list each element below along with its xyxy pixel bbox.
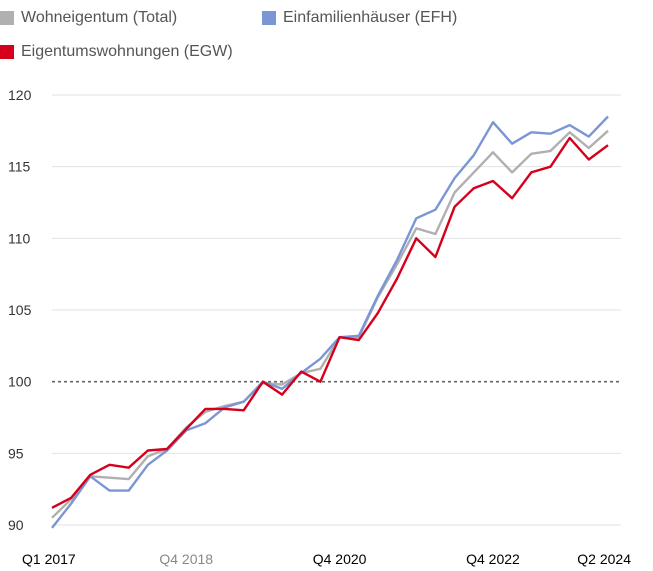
legend-label-efh: Einfamilienhäuser (EFH) — [283, 9, 458, 26]
x-tick-label: Q4 2020 — [313, 551, 367, 567]
legend-item-efh[interactable]: Einfamilienhäuser (EFH) — [262, 9, 457, 27]
series-line-efh — [51, 115, 609, 529]
legend-item-egw[interactable]: Eigentumswohnungen (EGW) — [0, 43, 233, 61]
legend-label-total: Wohneigentum (Total) — [21, 9, 178, 26]
y-tick-label: 120 — [8, 87, 32, 103]
y-tick-label: 110 — [8, 230, 31, 246]
y-tick-label: 100 — [8, 374, 32, 390]
legend-swatch-egw — [0, 45, 14, 59]
series-line-egw — [51, 136, 609, 509]
x-tick-label: Q1 2017 — [22, 551, 76, 567]
y-tick-label: 115 — [8, 159, 31, 175]
legend-swatch-efh — [262, 11, 276, 25]
x-tick-label: Q4 2022 — [466, 551, 520, 567]
chart-legend: Wohneigentum (Total) Einfamilienhäuser (… — [0, 0, 653, 70]
y-tick-label: 90 — [8, 517, 24, 533]
y-tick-label: 105 — [8, 302, 32, 318]
legend-label-egw: Eigentumswohnungen (EGW) — [21, 43, 233, 60]
legend-swatch-total — [0, 11, 14, 25]
series-lines — [51, 115, 609, 529]
y-tick-label: 95 — [8, 445, 24, 461]
y-gridlines — [52, 94, 621, 526]
x-tick-label: Q4 2018 — [159, 551, 213, 567]
x-axis-ticks: Q1 2017 Q4 2018 Q4 2020 Q4 2022 Q2 2024 — [22, 551, 631, 567]
y-axis-ticks: 90 95 100 105 110 115 120 — [8, 87, 32, 533]
legend-item-total[interactable]: Wohneigentum (Total) — [0, 9, 177, 27]
series-line-total — [51, 129, 609, 519]
x-tick-label: Q2 2024 — [577, 551, 631, 567]
